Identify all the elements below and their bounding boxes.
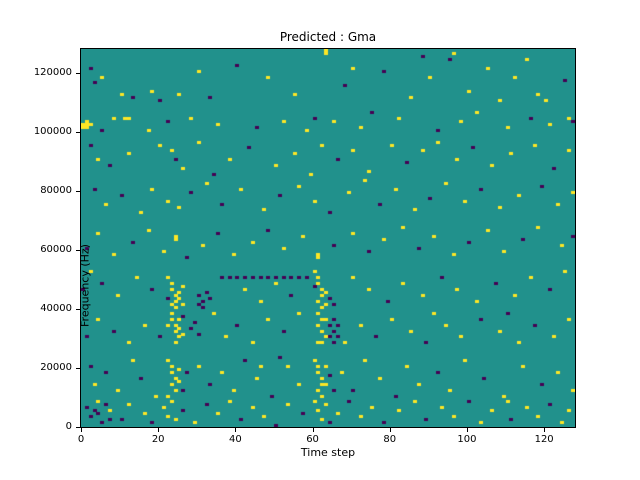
y-axis-label: Frequency (Hz) [78,244,92,327]
y-tick-label: 120000 [33,66,72,78]
y-tick-label: 20000 [40,361,72,373]
x-tick-label: 20 [151,434,165,445]
y-tick-mark [76,190,80,192]
x-tick-mark [235,428,237,432]
x-tick-label: 60 [306,434,319,445]
y-tick-label: 80000 [40,184,72,196]
y-tick-mark [76,427,80,428]
y-tick-mark [76,131,80,133]
x-tick-label: 100 [457,434,477,445]
x-axis-label: Time step [300,446,356,459]
y-tick-mark [76,249,80,251]
x-tick-label: 80 [383,434,397,445]
y-tick-mark [76,367,80,369]
y-tick-mark [76,308,80,310]
chart-title: Predicted : Gma [279,30,377,44]
y-tick-label: 40000 [40,302,72,314]
y-tick-label: 60000 [40,243,72,255]
x-tick-mark [312,428,314,432]
x-tick-mark [389,428,391,432]
y-tick-label: 0 [65,421,72,432]
x-tick-mark [544,428,546,432]
x-tick-label: 40 [229,434,242,445]
x-tick-label: 120 [534,434,554,445]
y-tick-label: 100000 [33,125,72,137]
x-tick-mark [466,428,468,432]
x-tick-mark [158,428,160,432]
x-tick-label: 0 [77,434,85,445]
heatmap-canvas [81,49,575,427]
y-tick-mark [76,72,80,74]
x-tick-mark [81,428,82,432]
axes: 0 20 40 60 80 100 120 0 20000 40000 60000 80000 1000… [34,48,576,445]
